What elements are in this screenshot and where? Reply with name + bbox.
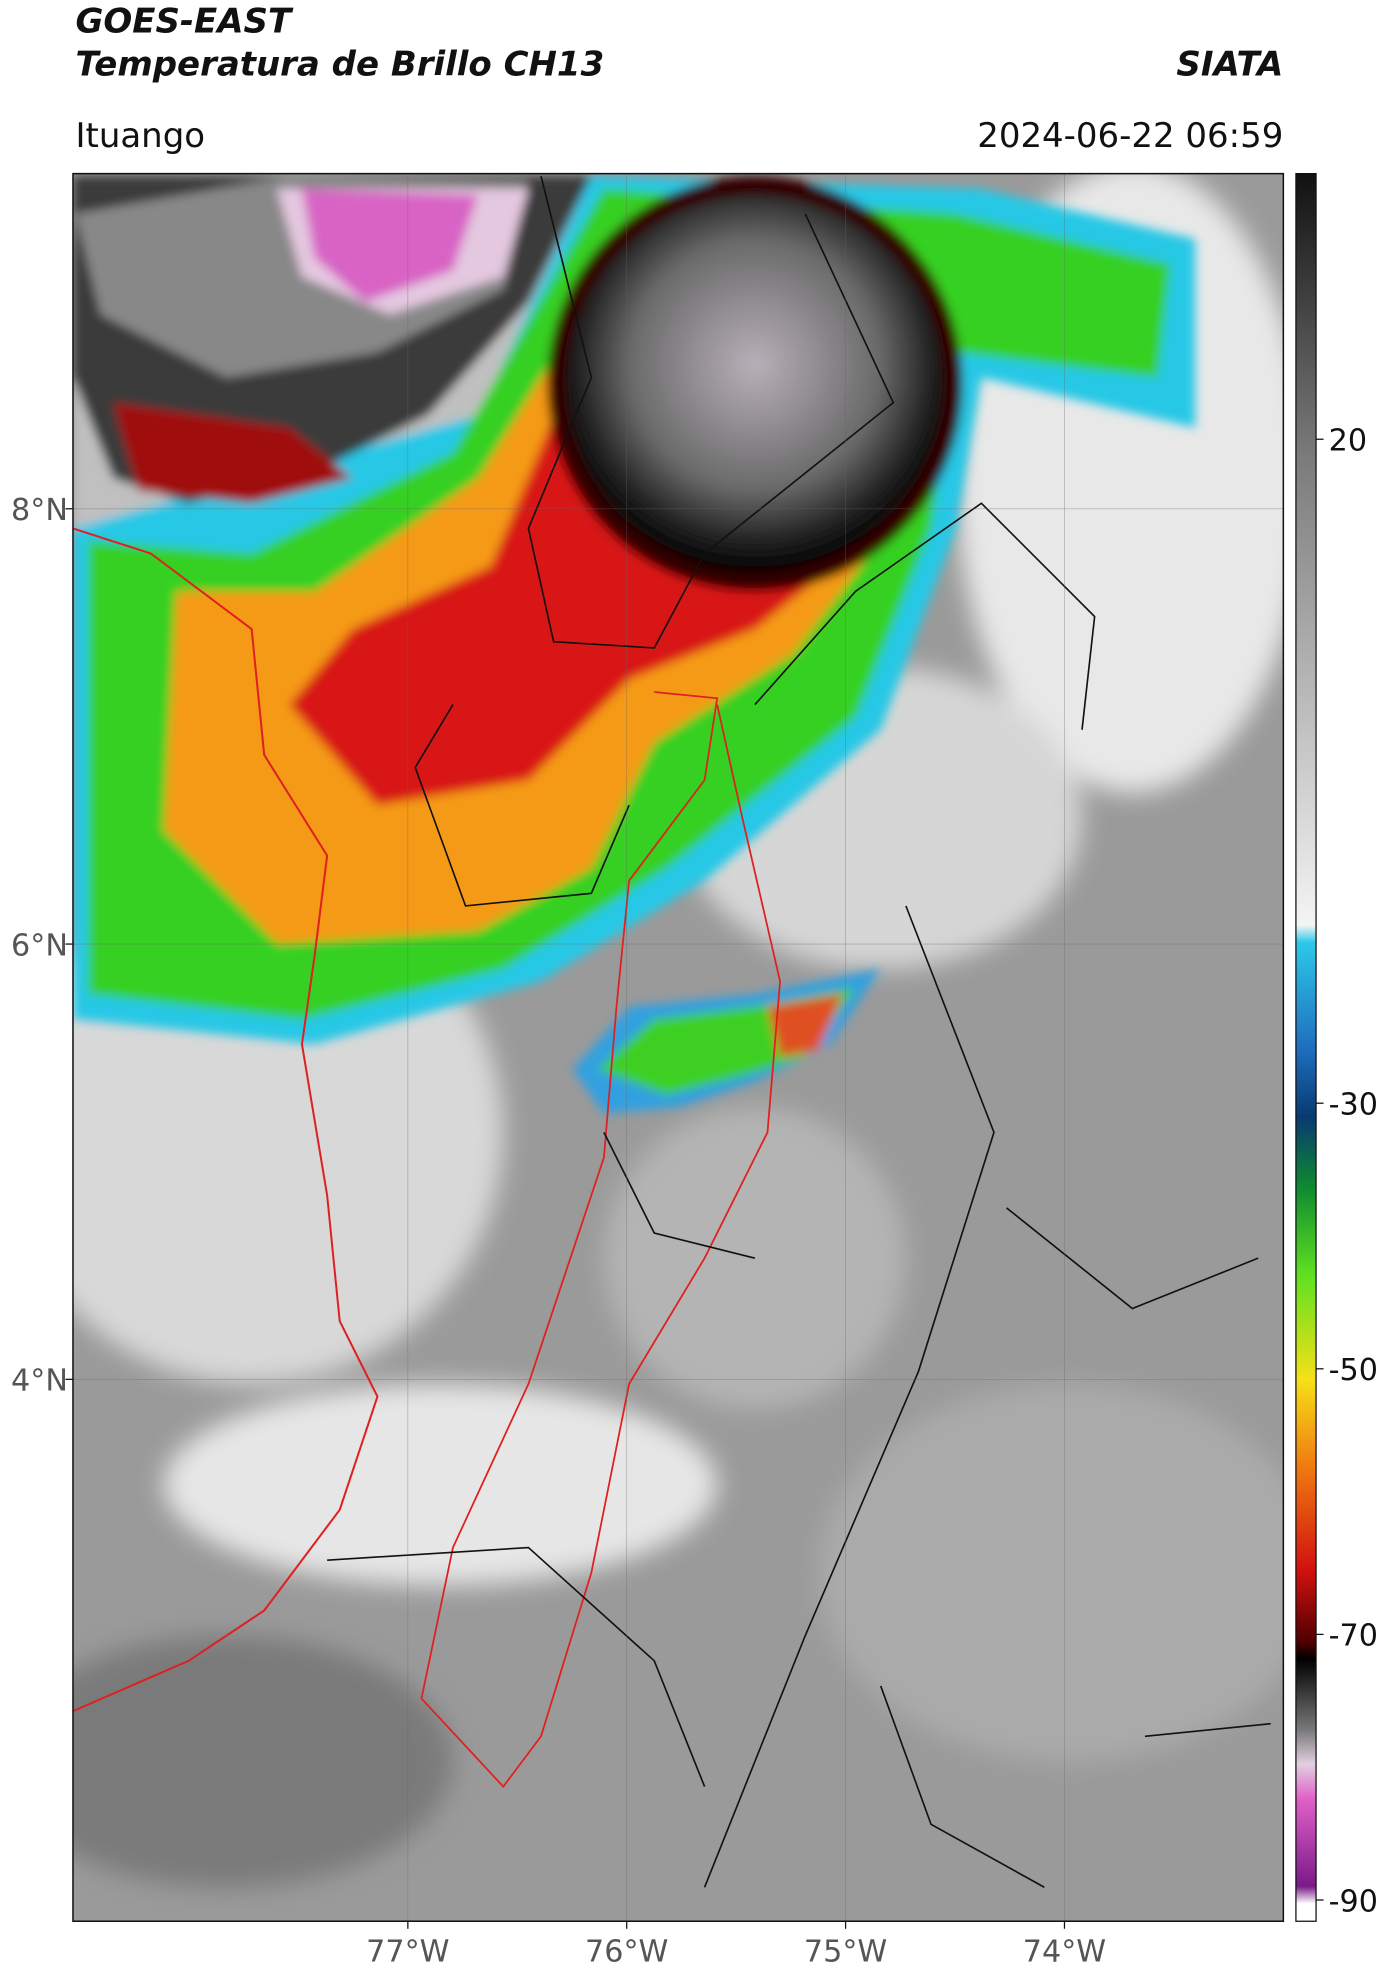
location: Ituango bbox=[75, 116, 205, 156]
x-tick-label: 75°W bbox=[804, 1934, 887, 1969]
coastline bbox=[72, 527, 379, 1713]
datetime: 2024-06-22 06:59 bbox=[977, 116, 1283, 156]
map-frame bbox=[72, 172, 1285, 1922]
admin-boundary bbox=[327, 175, 1271, 1888]
colorbar-tick-label: 20 bbox=[1329, 424, 1367, 459]
x-tick-label: 77°W bbox=[366, 1934, 449, 1969]
source: SIATA bbox=[1176, 44, 1283, 84]
region-boundary bbox=[420, 691, 781, 1788]
satellite-image bbox=[72, 173, 1284, 1922]
subtitle: Temperatura de Brillo CH13 bbox=[75, 44, 604, 84]
borders bbox=[72, 175, 1271, 1888]
y-tick-label: 4°N bbox=[11, 1364, 68, 1399]
title: GOES-EAST bbox=[75, 2, 293, 42]
colorbar-tick-label: -90 bbox=[1329, 1884, 1378, 1919]
x-tick-label: 76°W bbox=[585, 1934, 668, 1969]
colorbar bbox=[1295, 172, 1317, 1922]
colorbar-tick-label: -70 bbox=[1329, 1619, 1378, 1654]
x-tick-label: 74°W bbox=[1023, 1934, 1106, 1969]
colorbar-tick-label: -30 bbox=[1329, 1088, 1378, 1123]
y-tick-label: 6°N bbox=[11, 928, 68, 963]
y-tick-label: 8°N bbox=[11, 493, 68, 528]
colorbar-tick-label: -50 bbox=[1329, 1353, 1378, 1388]
